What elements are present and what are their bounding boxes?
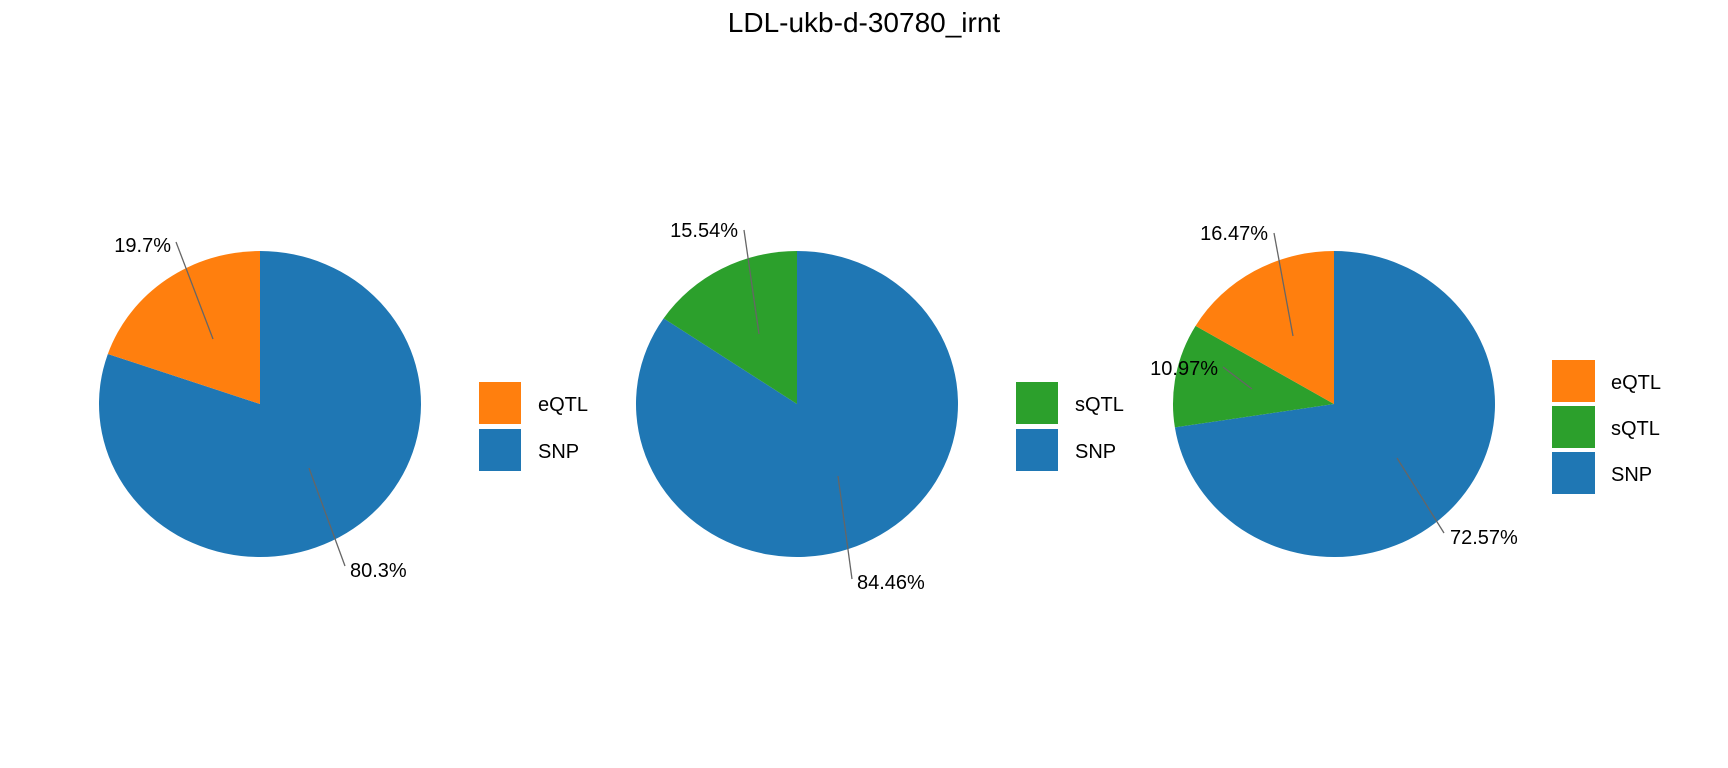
legend-label: sQTL xyxy=(1611,418,1660,440)
legend-key xyxy=(1552,360,1595,402)
leader-line xyxy=(743,229,760,335)
slice-label: 10.97% xyxy=(1150,358,1218,380)
pie-slice-eqtl xyxy=(1195,251,1334,404)
legend-label: SNP xyxy=(1075,441,1116,463)
legend-1: eQTL SNP xyxy=(479,382,588,471)
pie-slice-sqtl xyxy=(1173,325,1334,428)
legend-3: eQTL sQTL SNP xyxy=(1552,360,1661,494)
leader-line xyxy=(1222,366,1253,390)
leader-line xyxy=(1273,232,1294,337)
legend-key xyxy=(479,382,521,424)
legend-label: SNP xyxy=(1611,464,1652,486)
pie-slice-snp xyxy=(635,251,958,557)
legend-label: SNP xyxy=(538,441,579,463)
legend-key xyxy=(1552,452,1595,494)
slice-label: 72.57% xyxy=(1450,527,1518,549)
slice-label: 16.47% xyxy=(1200,223,1268,245)
pie-slice-snp xyxy=(1174,251,1496,557)
slice-label: 19.7% xyxy=(114,235,171,257)
leader-line xyxy=(837,475,853,580)
legend-key xyxy=(1552,406,1595,448)
slice-label: 15.54% xyxy=(670,220,738,242)
pie-slice-snp xyxy=(98,251,421,558)
legend-2: sQTL SNP xyxy=(1016,382,1124,471)
pie-slice-eqtl xyxy=(107,251,260,404)
slice-label: 80.3% xyxy=(350,560,407,582)
legend-label: eQTL xyxy=(538,394,588,416)
pie-slice-sqtl xyxy=(663,251,797,404)
legend-key xyxy=(479,429,521,471)
legend-label: sQTL xyxy=(1075,394,1124,416)
leader-line xyxy=(1396,457,1445,534)
slice-label: 84.46% xyxy=(857,572,925,594)
legend-key xyxy=(1016,382,1058,424)
chart-title: LDL-ukb-d-30780_irnt xyxy=(728,7,1001,38)
legend-label: eQTL xyxy=(1611,372,1661,394)
leader-line xyxy=(308,467,346,567)
leader-line xyxy=(175,241,214,340)
legend-key xyxy=(1016,429,1058,471)
